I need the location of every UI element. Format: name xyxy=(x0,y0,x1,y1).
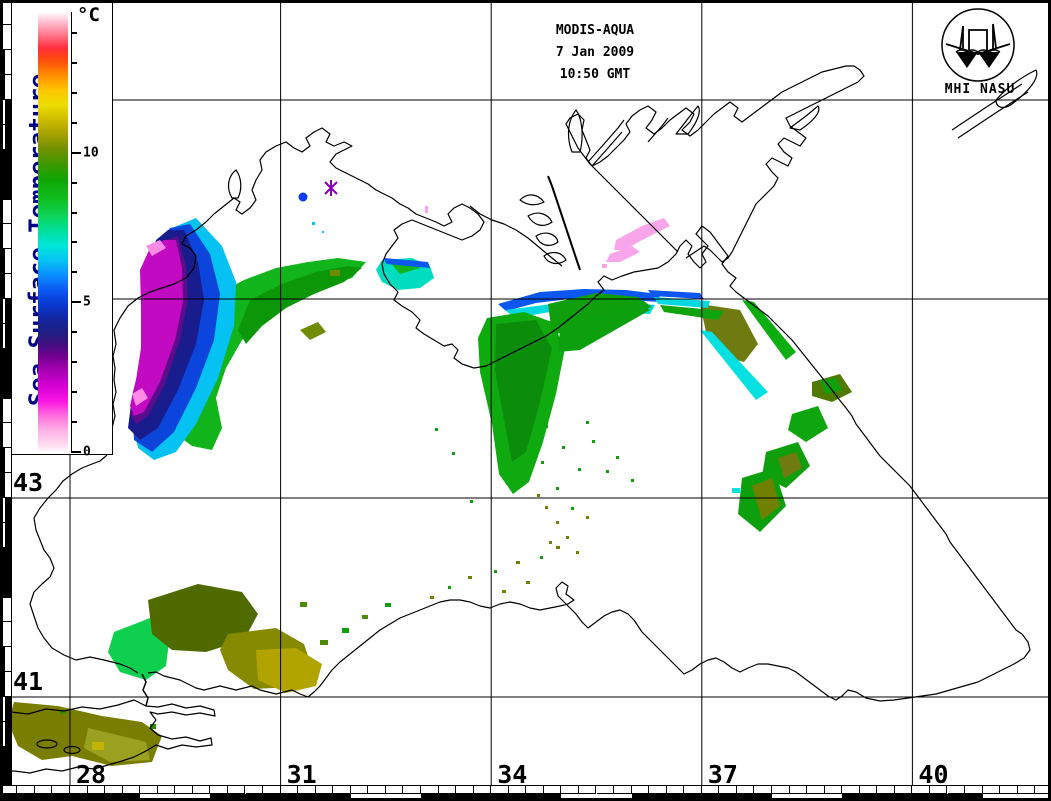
cbar-label-5: 5 xyxy=(83,294,91,310)
sensor-name: MODIS-AQUA xyxy=(555,23,635,38)
cbar-tick-3 xyxy=(72,361,77,364)
cbar-tick-11 xyxy=(72,121,77,124)
bottom-degree-ruler xyxy=(0,785,1051,801)
cbar-tick-1 xyxy=(72,421,77,424)
cbar-tick-0 xyxy=(72,451,81,453)
cbar-tick-4 xyxy=(72,331,77,334)
logo-caption: MHI NASU xyxy=(944,82,1016,97)
colorbar-unit-label: °C xyxy=(77,4,100,26)
logo-emblem-icon xyxy=(941,8,1015,82)
cbar-tick-14 xyxy=(72,31,77,34)
lon-label-40: 40 xyxy=(918,760,949,789)
olive-speckles xyxy=(430,494,589,599)
cbar-label-10: 10 xyxy=(83,145,99,161)
purple-asterisk-mark xyxy=(324,180,338,196)
cbar-tick-13 xyxy=(72,61,77,64)
cbar-tick-2 xyxy=(72,391,77,394)
cbar-tick-12 xyxy=(72,91,77,94)
lon-label-34: 34 xyxy=(497,760,528,789)
coastline xyxy=(10,65,1038,774)
cbar-tick-8 xyxy=(72,211,77,214)
mhi-nasu-logo: MHI NASU xyxy=(930,6,1030,98)
lon-label-37: 37 xyxy=(707,760,738,789)
sst-patches xyxy=(8,180,852,766)
left-degree-ruler xyxy=(0,0,12,801)
colorbar-axis-line xyxy=(71,12,72,453)
cbar-tick-10 xyxy=(72,151,81,154)
lon-label-28: 28 xyxy=(76,760,107,789)
acquisition-date: 7 Jan 2009 xyxy=(555,45,635,60)
lat-label-43: 43 xyxy=(13,468,44,497)
image-title-block: MODIS-AQUA 7 Jan 2009 10:50 GMT xyxy=(500,20,690,86)
cbar-tick-7 xyxy=(72,241,77,244)
lat-label-41: 41 xyxy=(13,667,44,696)
lon-label-31: 31 xyxy=(286,760,317,789)
green-speckles xyxy=(435,421,634,589)
cbar-tick-9 xyxy=(72,181,77,184)
cbar-tick-6 xyxy=(72,271,77,274)
cbar-tick-5 xyxy=(72,301,81,304)
acquisition-time: 10:50 GMT xyxy=(559,67,631,82)
cbar-label-0: 0 xyxy=(83,444,91,460)
colorbar-gradient xyxy=(38,12,68,452)
